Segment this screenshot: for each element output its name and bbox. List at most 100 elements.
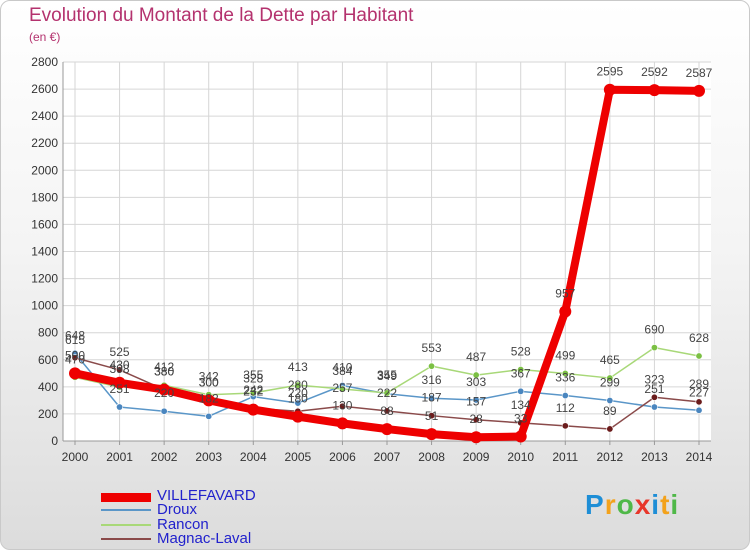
data-label-magnac-laval: 134 (511, 398, 531, 412)
data-label-magnac-laval: 220 (288, 386, 308, 400)
data-point-villefavard (113, 376, 126, 389)
data-label-magnac-laval: 525 (110, 345, 130, 359)
data-point-villefavard (202, 394, 215, 407)
data-label-villefavard: 51 (425, 409, 439, 423)
data-label-droux: 336 (555, 371, 575, 385)
data-label-rancon: 470 (65, 352, 85, 366)
data-label-magnac-laval: 289 (689, 377, 709, 391)
x-tick-label: 2000 (62, 450, 89, 464)
data-point-villefavard (559, 305, 572, 318)
data-label-villefavard: 2587 (686, 66, 713, 80)
data-label-magnac-laval: 257 (332, 381, 352, 395)
x-tick-label: 2003 (195, 450, 222, 464)
y-tick-label: 400 (38, 380, 58, 394)
data-label-villefavard: 2595 (597, 65, 624, 79)
legend-swatch-rancon (101, 524, 151, 526)
data-label-magnac-laval: 112 (556, 401, 575, 415)
data-label-droux: 220 (154, 386, 174, 400)
data-label-villefavard: 33 (514, 412, 528, 426)
data-point-villefavard (336, 417, 349, 430)
legend-swatch-villefavard (101, 493, 151, 502)
data-label-villefavard: 430 (110, 358, 130, 372)
data-point-rancon (249, 389, 257, 397)
legend-label-villefavard: VILLEFAVARD (157, 487, 256, 504)
x-tick-label: 2012 (597, 450, 624, 464)
data-point-villefavard (291, 410, 304, 423)
data-point-rancon (606, 374, 614, 382)
data-point-magnac-laval (650, 393, 658, 401)
y-tick-label: 2400 (31, 109, 58, 123)
chart-title: Evolution du Montant de la Dette par Hab… (29, 5, 414, 26)
data-point-rancon (650, 344, 658, 352)
data-label-magnac-laval: 157 (466, 395, 486, 409)
x-tick-label: 2006 (329, 450, 356, 464)
data-label-rancon: 342 (199, 370, 219, 384)
data-point-rancon (428, 362, 436, 370)
data-point-villefavard (247, 403, 260, 416)
data-label-villefavard: 500 (65, 348, 85, 362)
data-point-droux (160, 407, 168, 415)
data-point-droux (428, 394, 436, 402)
data-point-magnac-laval (561, 422, 569, 430)
data-point-villefavard (648, 84, 661, 97)
y-tick-label: 2200 (31, 136, 58, 150)
legend-swatch-droux (101, 509, 151, 511)
data-point-droux (472, 396, 480, 404)
data-label-droux: 251 (110, 382, 130, 396)
legend-label-rancon: Rancon (157, 516, 209, 533)
x-tick-label: 2008 (418, 450, 445, 464)
data-label-villefavard: 28 (469, 412, 483, 426)
data-label-droux: 280 (288, 378, 308, 392)
legend-swatch-magnac-laval (101, 538, 151, 540)
data-point-magnac-laval (606, 425, 614, 433)
data-label-droux: 648 (65, 328, 85, 342)
data-point-magnac-laval (428, 412, 436, 420)
data-point-villefavard (69, 367, 81, 380)
data-label-villefavard: 130 (332, 398, 352, 412)
data-point-rancon (695, 352, 703, 360)
data-label-magnac-laval: 222 (377, 386, 397, 400)
data-label-droux: 316 (422, 373, 442, 387)
data-label-rancon: 413 (288, 360, 308, 374)
x-tick-label: 2013 (641, 450, 668, 464)
x-tick-label: 2009 (463, 450, 490, 464)
data-label-magnac-laval: 187 (422, 391, 442, 405)
y-tick-label: 1200 (31, 272, 58, 286)
data-point-magnac-laval (71, 354, 79, 362)
data-point-droux (650, 403, 658, 411)
y-tick-label: 200 (38, 407, 58, 421)
data-label-rancon: 465 (600, 353, 620, 367)
data-point-villefavard (425, 428, 438, 441)
x-tick-label: 2010 (507, 450, 534, 464)
legend-label-droux: Droux (157, 501, 198, 518)
data-point-droux (606, 397, 614, 405)
data-label-droux: 227 (689, 385, 709, 399)
data-label-rancon: 355 (377, 368, 397, 382)
x-tick-label: 2002 (151, 450, 178, 464)
data-point-magnac-laval (695, 398, 703, 406)
data-label-droux: 328 (243, 372, 263, 386)
data-label-villefavard: 957 (555, 286, 575, 300)
data-point-droux (294, 399, 302, 407)
data-label-droux: 299 (600, 376, 620, 390)
y-tick-label: 1000 (31, 299, 58, 313)
data-point-magnac-laval (116, 366, 124, 374)
data-label-villefavard: 2592 (641, 65, 668, 79)
x-tick-label: 2007 (374, 450, 401, 464)
data-label-rancon: 690 (644, 323, 664, 337)
data-label-rancon: 499 (555, 348, 575, 362)
data-label-rancon: 398 (110, 362, 130, 376)
data-label-droux: 251 (644, 382, 664, 396)
data-label-rancon: 487 (466, 350, 486, 364)
data-label-magnac-laval: 615 (65, 333, 85, 347)
y-tick-label: 1600 (31, 217, 58, 231)
data-point-droux (517, 387, 525, 395)
x-tick-label: 2004 (240, 450, 267, 464)
data-point-villefavard (603, 83, 616, 96)
data-label-rancon: 553 (422, 341, 442, 355)
x-tick-label: 2005 (285, 450, 312, 464)
data-label-magnac-laval: 323 (644, 372, 664, 386)
y-tick-label: 2600 (31, 82, 58, 96)
